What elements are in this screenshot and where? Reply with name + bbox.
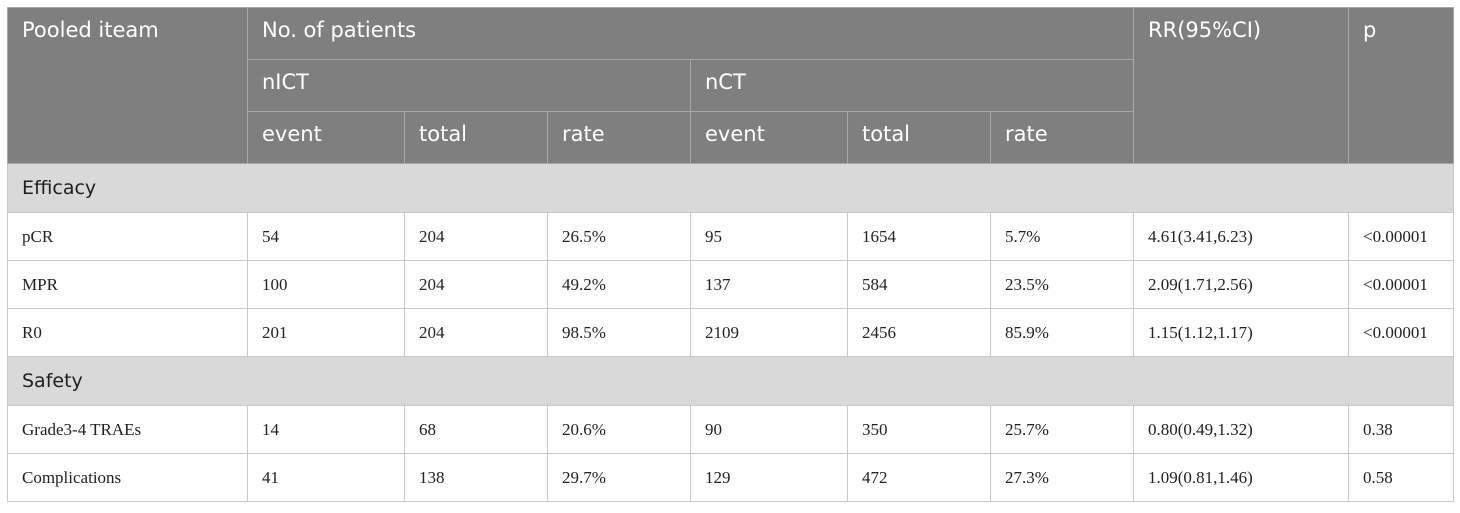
nct-total-cell: 472 [847, 453, 991, 502]
p-cell: <0.00001 [1348, 260, 1455, 309]
nct-rate-cell: 25.7% [989, 405, 1135, 454]
nict-total-cell: 68 [404, 405, 548, 454]
nict-total-cell: 138 [404, 453, 548, 502]
section-row-efficacy: Efficacy [6, 163, 1455, 213]
nct-event-cell: 129 [690, 453, 848, 502]
nict-rate-cell: 98.5% [547, 308, 691, 357]
nict-event-cell: 100 [247, 260, 405, 309]
table-row: pCR 54 204 26.5% 95 1654 5.7% 4.61(3.41,… [7, 212, 1455, 261]
nct-total-cell: 2456 [847, 308, 991, 357]
header-no-of-patients: No. of patients [246, 7, 1135, 60]
section-title: Efficacy [6, 163, 1455, 213]
row-item: Grade3-4 TRAEs [7, 405, 248, 454]
table-row: MPR 100 204 49.2% 137 584 23.5% 2.09(1.7… [7, 260, 1455, 309]
header-nict-total: total [404, 111, 548, 164]
nct-rate-cell: 27.3% [989, 453, 1135, 502]
row-item: MPR [7, 260, 248, 309]
row-item: Complications [7, 453, 248, 502]
nct-total-cell: 584 [847, 260, 991, 309]
row-item: pCR [7, 212, 248, 261]
p-cell: 0.58 [1348, 453, 1455, 502]
nct-event-cell: 137 [690, 260, 848, 309]
header-group-nct: nCT [689, 59, 1135, 112]
table-body: Efficacy pCR 54 204 26.5% 95 1654 5.7% 4… [6, 163, 1455, 502]
p-cell: <0.00001 [1348, 308, 1455, 357]
nct-event-cell: 90 [690, 405, 848, 454]
nict-event-cell: 14 [247, 405, 405, 454]
section-title: Safety [6, 356, 1455, 406]
table-row: Complications 41 138 29.7% 129 472 27.3%… [7, 453, 1455, 502]
row-item: R0 [7, 308, 248, 357]
p-cell: 0.38 [1348, 405, 1455, 454]
header-pooled-item: Pooled iteam [7, 7, 248, 164]
nict-event-cell: 201 [247, 308, 405, 357]
header-rr: RR(95%CI) [1133, 7, 1350, 164]
header-p: p [1348, 7, 1455, 164]
section-row-safety: Safety [6, 356, 1455, 406]
nict-rate-cell: 20.6% [547, 405, 691, 454]
nct-event-cell: 95 [690, 212, 848, 261]
nict-event-cell: 41 [247, 453, 405, 502]
nict-total-cell: 204 [404, 212, 548, 261]
nict-rate-cell: 29.7% [547, 453, 691, 502]
nict-rate-cell: 49.2% [547, 260, 691, 309]
header-nct-total: total [847, 111, 991, 164]
nict-total-cell: 204 [404, 308, 548, 357]
header-nct-rate: rate [989, 111, 1135, 164]
nct-total-cell: 350 [847, 405, 991, 454]
nict-rate-cell: 26.5% [547, 212, 691, 261]
header-nict-rate: rate [547, 111, 691, 164]
header-group-nict: nICT [247, 59, 691, 112]
nct-rate-cell: 23.5% [989, 260, 1135, 309]
table-row: Grade3-4 TRAEs 14 68 20.6% 90 350 25.7% … [7, 405, 1455, 454]
rr-cell: 4.61(3.41,6.23) [1133, 212, 1350, 261]
header-nct-event: event [690, 111, 848, 164]
rr-cell: 2.09(1.71,2.56) [1133, 260, 1350, 309]
nict-event-cell: 54 [247, 212, 405, 261]
nict-total-cell: 204 [404, 260, 548, 309]
header-nict-event: event [247, 111, 405, 164]
pooled-results-table: Pooled iteam No. of patients RR(95%CI) p… [6, 7, 1455, 502]
nct-rate-cell: 5.7% [989, 212, 1135, 261]
nct-total-cell: 1654 [847, 212, 991, 261]
rr-cell: 0.80(0.49,1.32) [1133, 405, 1350, 454]
nct-event-cell: 2109 [690, 308, 848, 357]
rr-cell: 1.15(1.12,1.17) [1133, 308, 1350, 357]
nct-rate-cell: 85.9% [989, 308, 1135, 357]
rr-cell: 1.09(0.81,1.46) [1133, 453, 1350, 502]
p-cell: <0.00001 [1348, 212, 1455, 261]
table-header: Pooled iteam No. of patients RR(95%CI) p… [7, 7, 1455, 164]
table-row: R0 201 204 98.5% 2109 2456 85.9% 1.15(1.… [7, 308, 1455, 357]
